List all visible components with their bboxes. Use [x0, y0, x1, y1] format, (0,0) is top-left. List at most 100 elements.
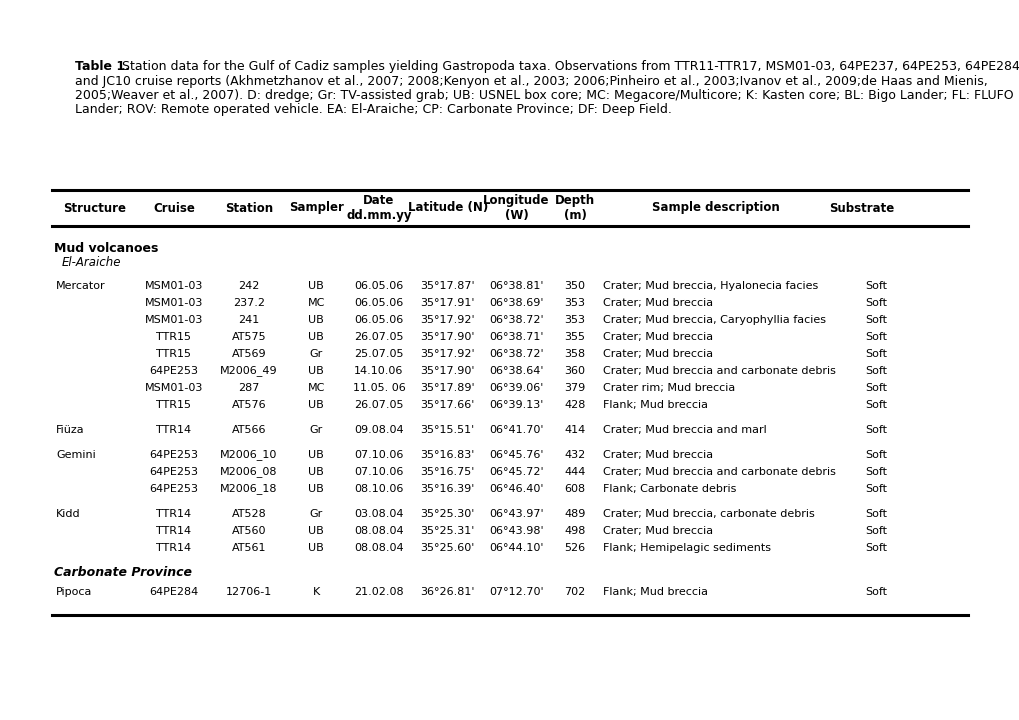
- Text: Mud volcanoes: Mud volcanoes: [54, 241, 158, 254]
- Text: 09.08.04: 09.08.04: [354, 425, 404, 435]
- Text: Depth
(m): Depth (m): [554, 194, 594, 222]
- Text: Fiüza: Fiüza: [56, 425, 85, 435]
- Text: 35°17.92': 35°17.92': [420, 315, 475, 325]
- Text: 355: 355: [564, 332, 585, 342]
- Text: Crater; Mud breccia and carbonate debris: Crater; Mud breccia and carbonate debris: [602, 366, 835, 376]
- Text: Soft: Soft: [864, 366, 887, 376]
- Text: TTR15: TTR15: [156, 349, 192, 359]
- Text: UB: UB: [308, 281, 324, 291]
- Text: Soft: Soft: [864, 315, 887, 325]
- Text: 498: 498: [564, 526, 585, 536]
- Text: 35°16.83': 35°16.83': [420, 450, 475, 460]
- Text: 432: 432: [564, 450, 585, 460]
- Text: Crater; Mud breccia, carbonate debris: Crater; Mud breccia, carbonate debris: [602, 509, 813, 519]
- Text: M2006_08: M2006_08: [220, 467, 277, 477]
- Text: AT575: AT575: [231, 332, 266, 342]
- Text: 08.08.04: 08.08.04: [354, 526, 404, 536]
- Text: 06°44.10': 06°44.10': [489, 543, 543, 553]
- Text: Pipoca: Pipoca: [56, 587, 93, 597]
- Text: Substrate: Substrate: [827, 202, 893, 215]
- Text: TTR15: TTR15: [156, 332, 192, 342]
- Text: Crater; Mud breccia: Crater; Mud breccia: [602, 349, 712, 359]
- Text: 35°17.90': 35°17.90': [420, 332, 475, 342]
- Text: Soft: Soft: [864, 509, 887, 519]
- Text: Soft: Soft: [864, 383, 887, 393]
- Text: 35°15.51': 35°15.51': [420, 425, 475, 435]
- Text: 64PE253: 64PE253: [149, 467, 198, 477]
- Text: Flank; Hemipelagic sediments: Flank; Hemipelagic sediments: [602, 543, 770, 553]
- Text: 06°38.64': 06°38.64': [489, 366, 543, 376]
- Text: Soft: Soft: [864, 281, 887, 291]
- Text: 35°17.90': 35°17.90': [420, 366, 475, 376]
- Text: UB: UB: [308, 484, 324, 494]
- Text: 06°41.70': 06°41.70': [489, 425, 543, 435]
- Text: Soft: Soft: [864, 543, 887, 553]
- Text: Table 1.: Table 1.: [75, 60, 129, 73]
- Text: 06°45.76': 06°45.76': [489, 450, 543, 460]
- Text: Station data for the Gulf of Cadiz samples yielding Gastropoda taxa. Observation: Station data for the Gulf of Cadiz sampl…: [118, 60, 1019, 73]
- Text: 353: 353: [564, 298, 585, 308]
- Text: 35°16.75': 35°16.75': [420, 467, 475, 477]
- Text: AT560: AT560: [231, 526, 266, 536]
- Text: Gr: Gr: [310, 425, 323, 435]
- Text: 06.05.06: 06.05.06: [354, 281, 404, 291]
- Text: AT561: AT561: [231, 543, 266, 553]
- Text: Flank; Mud breccia: Flank; Mud breccia: [602, 400, 707, 410]
- Text: UB: UB: [308, 400, 324, 410]
- Text: 06.05.06: 06.05.06: [354, 315, 404, 325]
- Text: 06°39.13': 06°39.13': [489, 400, 543, 410]
- Text: 2005;Weaver et al., 2007). D: dredge; Gr: TV-assisted grab; UB: USNEL box core; : 2005;Weaver et al., 2007). D: dredge; Gr…: [75, 89, 1013, 102]
- Text: 35°25.30': 35°25.30': [420, 509, 475, 519]
- Text: M2006_10: M2006_10: [220, 449, 277, 461]
- Text: TTR14: TTR14: [156, 425, 192, 435]
- Text: MC: MC: [308, 383, 325, 393]
- Text: Sampler: Sampler: [288, 202, 343, 215]
- Text: 35°17.91': 35°17.91': [420, 298, 475, 308]
- Text: Soft: Soft: [864, 332, 887, 342]
- Text: Crater; Mud breccia: Crater; Mud breccia: [602, 526, 712, 536]
- Text: 35°25.31': 35°25.31': [420, 526, 475, 536]
- Text: 25.07.05: 25.07.05: [354, 349, 404, 359]
- Text: 241: 241: [238, 315, 259, 325]
- Text: AT576: AT576: [231, 400, 266, 410]
- Text: Gr: Gr: [310, 509, 323, 519]
- Text: 06°43.97': 06°43.97': [489, 509, 543, 519]
- Text: 702: 702: [564, 587, 585, 597]
- Text: 64PE253: 64PE253: [149, 484, 198, 494]
- Text: Gr: Gr: [310, 349, 323, 359]
- Text: Soft: Soft: [864, 526, 887, 536]
- Text: 64PE253: 64PE253: [149, 366, 198, 376]
- Text: 489: 489: [564, 509, 585, 519]
- Text: TTR15: TTR15: [156, 400, 192, 410]
- Text: UB: UB: [308, 332, 324, 342]
- Text: Kidd: Kidd: [56, 509, 81, 519]
- Text: Sample description: Sample description: [651, 202, 780, 215]
- Text: 07.10.06: 07.10.06: [354, 450, 404, 460]
- Text: Soft: Soft: [864, 349, 887, 359]
- Text: 35°25.60': 35°25.60': [420, 543, 475, 553]
- Text: 14.10.06: 14.10.06: [354, 366, 404, 376]
- Text: MC: MC: [308, 298, 325, 308]
- Text: 07°12.70': 07°12.70': [489, 587, 543, 597]
- Text: Soft: Soft: [864, 450, 887, 460]
- Text: Soft: Soft: [864, 298, 887, 308]
- Text: Soft: Soft: [864, 400, 887, 410]
- Text: 428: 428: [564, 400, 585, 410]
- Text: 06°38.69': 06°38.69': [489, 298, 543, 308]
- Text: M2006_49: M2006_49: [220, 366, 277, 377]
- Text: Flank; Mud breccia: Flank; Mud breccia: [602, 587, 707, 597]
- Text: 06°38.81': 06°38.81': [489, 281, 543, 291]
- Text: AT569: AT569: [231, 349, 266, 359]
- Text: 353: 353: [564, 315, 585, 325]
- Text: K: K: [313, 587, 320, 597]
- Text: 06°46.40': 06°46.40': [489, 484, 543, 494]
- Text: UB: UB: [308, 526, 324, 536]
- Text: Crater; Mud breccia, Hyalonecia facies: Crater; Mud breccia, Hyalonecia facies: [602, 281, 817, 291]
- Text: 350: 350: [564, 281, 585, 291]
- Text: 08.10.06: 08.10.06: [354, 484, 404, 494]
- Text: 07.10.06: 07.10.06: [354, 467, 404, 477]
- Text: and JC10 cruise reports (Akhmetzhanov et al., 2007; 2008;Kenyon et al., 2003; 20: and JC10 cruise reports (Akhmetzhanov et…: [75, 74, 986, 88]
- Text: MSM01-03: MSM01-03: [145, 298, 203, 308]
- Text: 26.07.05: 26.07.05: [354, 332, 404, 342]
- Text: Crater; Mud breccia, Caryophyllia facies: Crater; Mud breccia, Caryophyllia facies: [602, 315, 824, 325]
